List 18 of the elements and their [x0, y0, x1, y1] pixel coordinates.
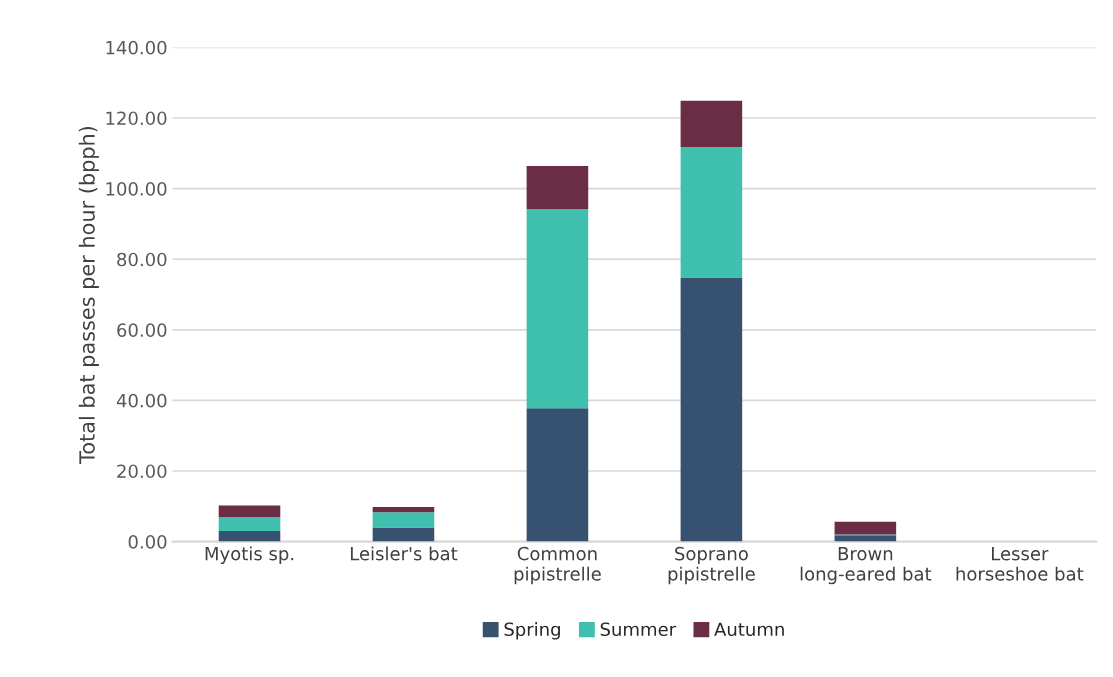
y-tick-label: 80.00	[117, 252, 167, 267]
legend-label: Spring	[504, 622, 560, 640]
y-tick-label: 140.00	[106, 40, 167, 55]
x-tick-label: Myotis sp.	[205, 546, 294, 564]
y-axis-title: Total bat passes per hour (bpph)	[78, 126, 99, 464]
legend-label: Summer	[600, 622, 677, 637]
y-tick-label: 100.00	[106, 182, 167, 196]
y-tick-label: 120.00	[106, 111, 167, 126]
x-tick-label: Soprano pipistrelle	[668, 546, 755, 585]
x-tick-label: Common pipistrelle	[514, 546, 601, 585]
x-tick-label: Lesser horseshoe bat	[956, 547, 1084, 581]
x-tick-label: Brown long-eared bat	[800, 547, 932, 585]
legend-label: Autumn	[714, 622, 784, 637]
x-tick-label: Leisler's bat	[350, 546, 458, 561]
y-tick-label: 20.00	[117, 464, 167, 479]
y-tick-label: 0.00	[128, 535, 167, 549]
y-tick-label: 40.00	[116, 393, 167, 408]
y-tick-label: 60.00	[117, 323, 167, 337]
